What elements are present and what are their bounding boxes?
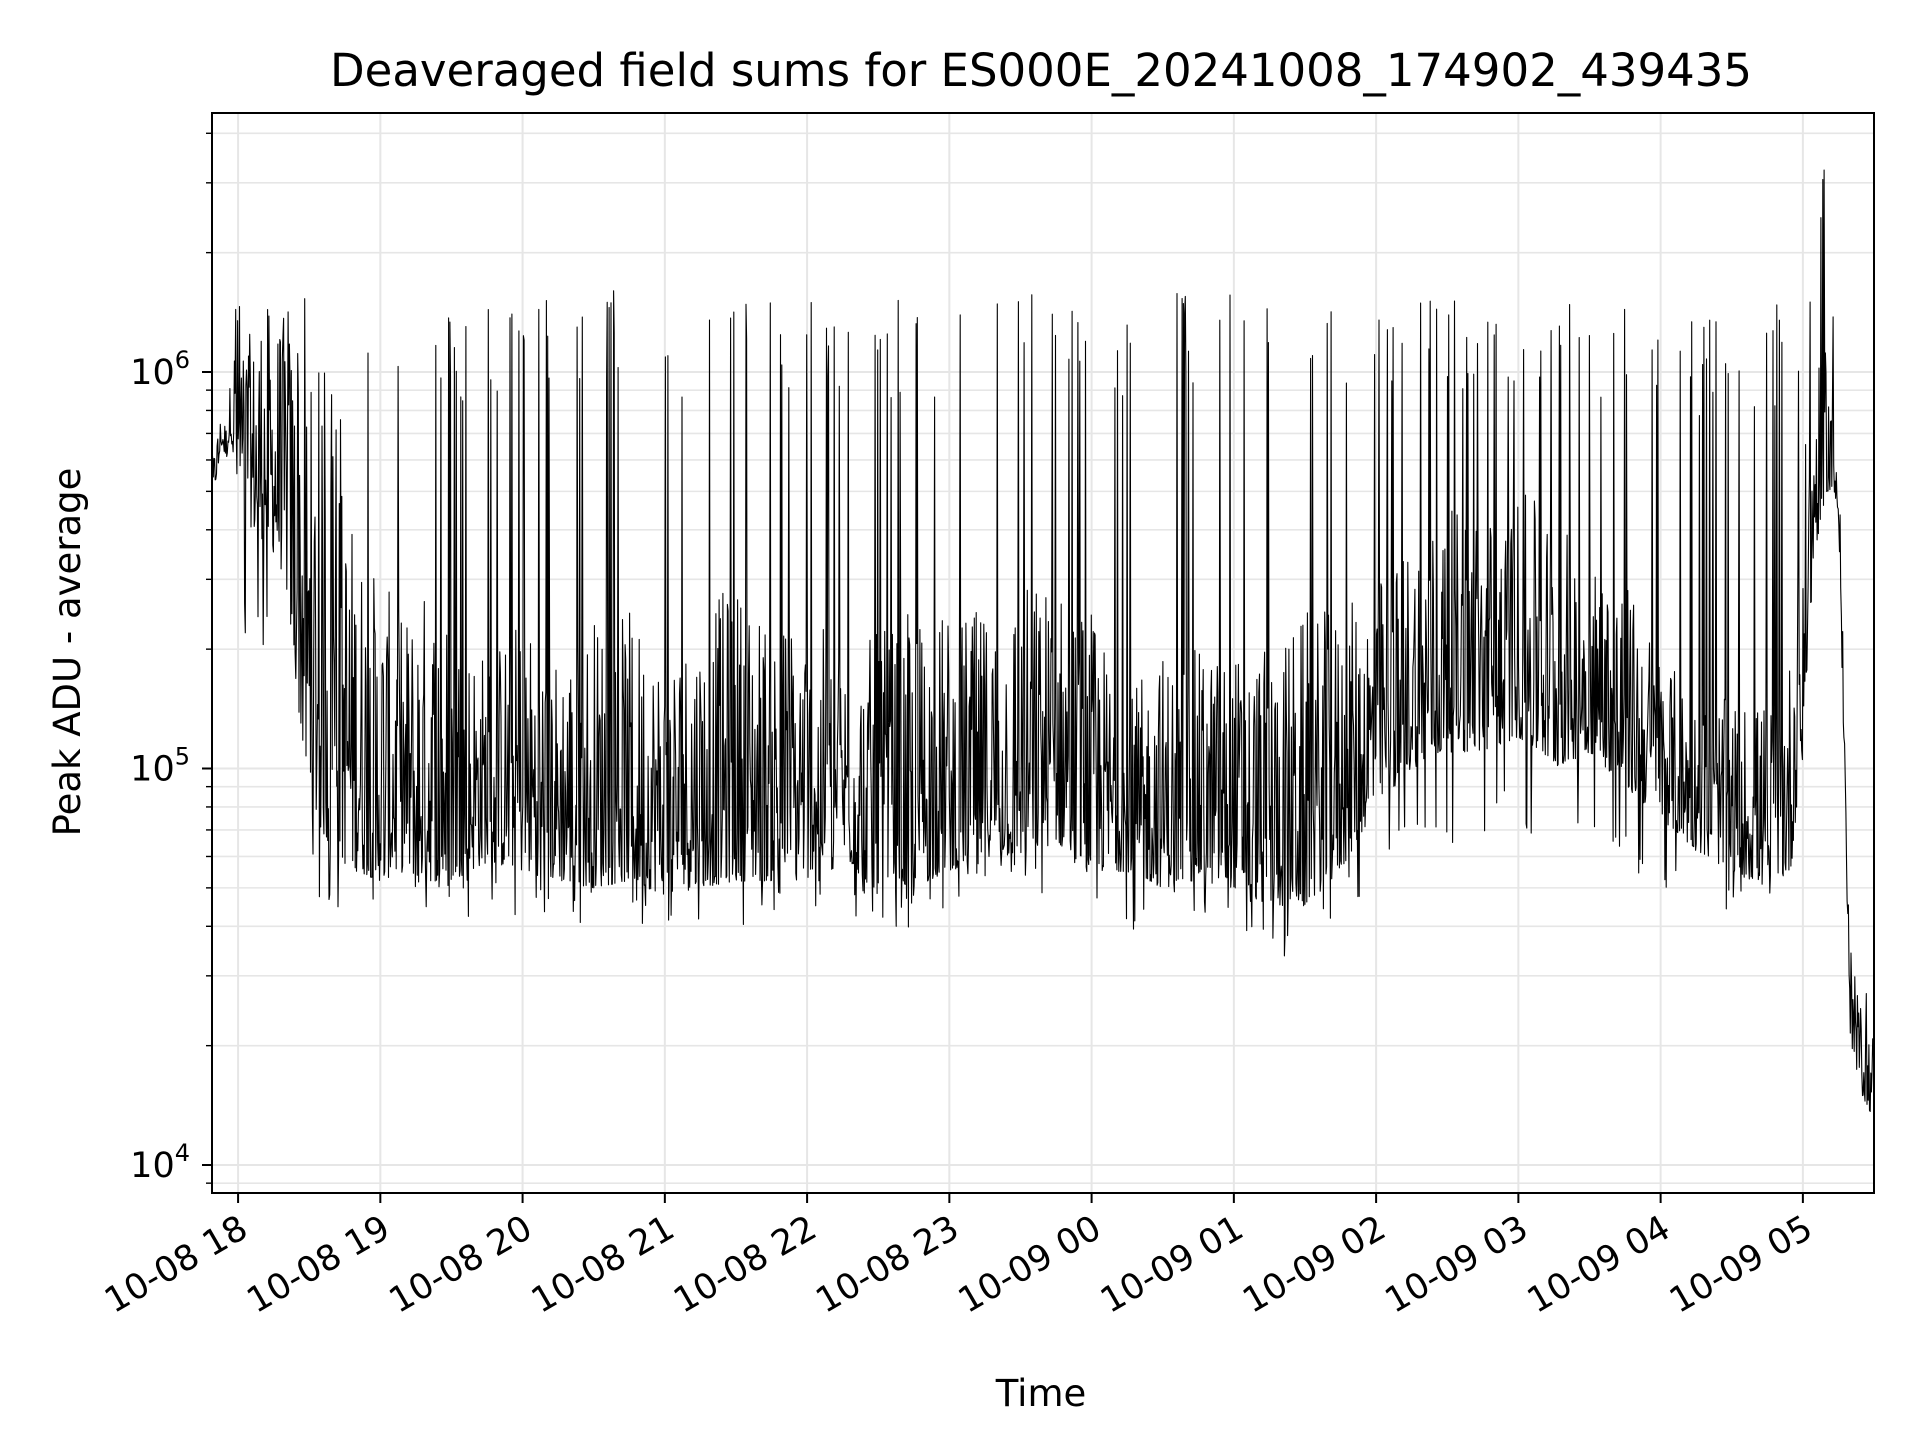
series-line	[211, 169, 1875, 1113]
y-tick-label: 104	[130, 1139, 190, 1186]
chart-title: Deaveraged field sums for ES000E_2024100…	[330, 44, 1752, 97]
series-layer	[211, 169, 1875, 1113]
x-axis-label: Time	[995, 1372, 1087, 1415]
plot-frame	[211, 112, 1875, 1194]
y-axis-label: Peak ADU - average	[46, 468, 89, 837]
y-tick-label: 106	[130, 346, 190, 393]
y-tick-label: 105	[130, 743, 190, 790]
